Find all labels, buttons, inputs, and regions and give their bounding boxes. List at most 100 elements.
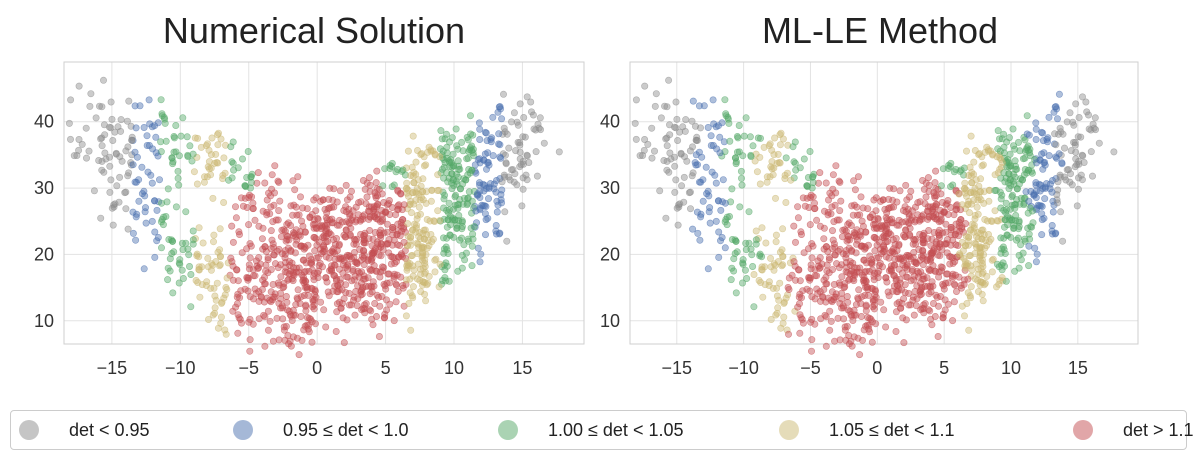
data-point [312,194,320,202]
data-point [692,136,700,144]
data-point [1038,231,1046,239]
legend-item: det > 1.1 [1073,411,1194,449]
data-point [518,202,526,210]
data-point [394,227,402,235]
data-point [459,200,467,208]
data-point [443,149,451,157]
data-point [154,234,162,242]
data-point [458,234,466,242]
data-point [988,268,996,276]
data-point [209,194,217,202]
data-point [1048,222,1056,230]
data-point [1041,161,1049,169]
data-point [980,188,988,196]
data-point [811,205,819,213]
data-point [443,169,451,177]
data-point [419,188,427,196]
data-point [239,155,247,163]
data-point [979,297,987,305]
data-point [967,132,975,140]
data-point [431,268,439,276]
data-point [264,256,272,264]
data-point [253,179,261,187]
data-point [458,251,466,259]
data-point [191,134,199,142]
legend-marker [233,420,253,440]
data-point [151,228,159,236]
data-point [903,265,911,273]
data-point [295,211,303,219]
data-point [863,283,871,291]
data-point [288,316,296,324]
right-panel-title: ML-LE Method [761,10,999,51]
data-point [228,174,236,182]
data-point [342,181,350,189]
data-point [772,311,780,319]
data-point [937,211,945,219]
data-point [492,222,500,230]
data-point [1033,159,1041,167]
data-point [392,298,400,306]
data-point [372,312,380,320]
data-point [300,243,308,251]
data-point [423,281,431,289]
data-point [940,285,948,293]
data-point [889,287,897,295]
data-point [300,245,308,253]
data-point [839,226,847,234]
data-point [665,168,673,176]
data-point [715,228,723,236]
data-point [407,326,415,334]
data-point [872,224,880,232]
data-point [978,162,986,170]
data-point [366,265,374,273]
data-point [122,205,130,213]
data-point [346,231,354,239]
data-point [412,158,420,166]
data-point [124,172,132,180]
data-point [938,246,946,254]
data-point [527,108,535,116]
data-point [847,222,855,230]
data-point [853,211,861,219]
data-point [987,235,995,243]
data-point [166,255,174,263]
data-point [910,249,918,257]
data-point [887,231,895,239]
data-point [275,178,283,186]
data-point [1067,170,1075,178]
data-point [906,231,914,239]
data-point [409,283,417,291]
data-point [697,210,705,218]
data-point [728,264,736,272]
data-point [756,250,764,258]
data-point [399,281,407,289]
data-point [363,193,371,201]
data-point [245,265,253,273]
data-point [1073,202,1081,210]
data-point [211,292,219,300]
data-point [1017,256,1025,264]
data-point [476,125,484,133]
data-point [412,221,420,229]
data-point [784,141,792,149]
data-point [1007,233,1015,241]
data-point [1037,202,1045,210]
data-point [437,169,445,177]
data-point [961,258,969,266]
data-point [326,184,334,192]
data-point [234,164,242,172]
data-point [310,276,318,284]
data-point [132,236,140,244]
data-point [799,319,807,327]
data-point [386,300,394,308]
data-point [268,236,276,244]
data-point [440,195,448,203]
data-point [98,103,106,111]
data-point [1043,180,1051,188]
data-point [715,253,723,261]
data-point [440,245,448,253]
data-point [993,153,1001,161]
data-point [1077,133,1085,141]
data-point [296,299,304,307]
